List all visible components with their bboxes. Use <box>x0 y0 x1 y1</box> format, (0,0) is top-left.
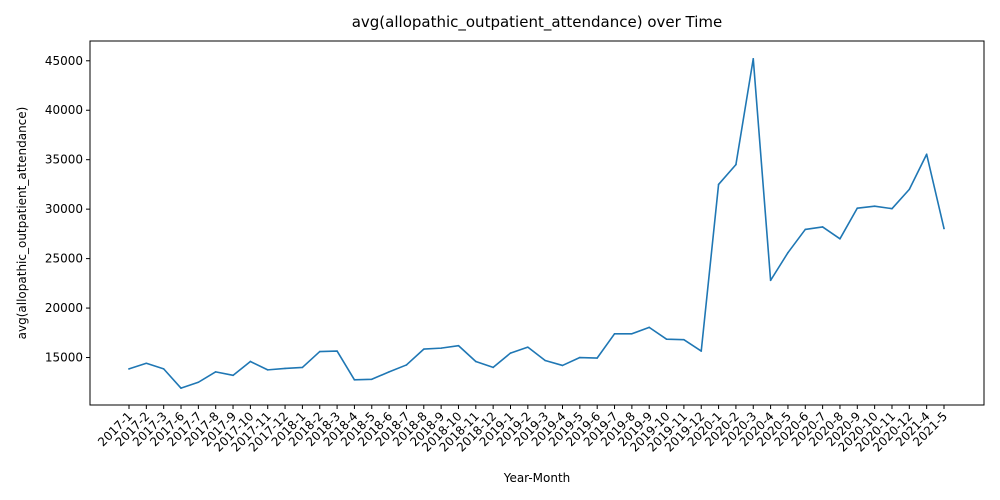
data-point <box>527 346 529 348</box>
data-point <box>422 348 425 350</box>
data-point <box>301 366 304 369</box>
data-point <box>925 153 928 156</box>
data-point <box>665 338 668 341</box>
data-point <box>561 364 564 367</box>
data-point <box>336 350 338 352</box>
data-point <box>197 381 200 384</box>
chart-title: avg(allopathic_outpatient_attendance) ov… <box>352 13 723 32</box>
data-point <box>700 350 703 352</box>
data-point <box>214 371 217 373</box>
data-point <box>509 352 512 354</box>
x-axis-label: Year-Month <box>503 471 571 485</box>
data-point <box>579 356 581 359</box>
data-point <box>683 338 685 341</box>
data-point <box>318 350 321 353</box>
data-point <box>804 228 807 231</box>
data-point <box>943 227 945 230</box>
y-tick-label: 35000 <box>45 153 83 167</box>
data-point <box>717 183 720 186</box>
y-tick-label: 40000 <box>45 103 83 117</box>
data-point <box>232 374 234 377</box>
y-tick-label: 20000 <box>45 301 83 315</box>
data-point <box>370 378 373 381</box>
data-point <box>613 332 616 335</box>
data-point <box>284 367 286 370</box>
data-point <box>162 368 165 370</box>
data-point <box>839 238 841 240</box>
data-point <box>648 326 651 329</box>
data-point <box>440 347 442 349</box>
series-line <box>128 58 945 389</box>
data-point <box>475 360 477 363</box>
data-point <box>457 344 460 347</box>
data-point <box>735 163 737 166</box>
data-point <box>873 205 876 207</box>
data-point <box>631 332 633 335</box>
data-point <box>128 368 130 370</box>
y-axis-ticks: 15000 20000 25000 30000 35000 40000 45000 <box>45 54 90 365</box>
data-point <box>856 207 859 209</box>
y-tick-label: 15000 <box>45 351 83 365</box>
data-point <box>180 387 182 389</box>
data-point <box>596 357 598 359</box>
y-axis-label: avg(allopathic_outpatient_attendance) <box>15 107 29 340</box>
data-point <box>249 360 252 363</box>
plot-frame <box>89 40 985 406</box>
y-tick-label: 45000 <box>45 54 83 68</box>
data-point <box>544 359 546 362</box>
y-tick-label: 30000 <box>45 202 83 216</box>
data-point <box>752 58 755 60</box>
data-point <box>821 226 824 228</box>
data-point <box>145 362 148 365</box>
data-point <box>769 279 772 282</box>
data-point <box>353 378 356 381</box>
data-point <box>266 369 269 371</box>
data-point <box>908 188 911 191</box>
data-point <box>492 366 494 369</box>
y-tick-label: 25000 <box>45 252 83 266</box>
data-point <box>405 364 408 366</box>
data-point <box>787 251 789 254</box>
data-point <box>388 371 390 373</box>
data-point <box>891 207 893 210</box>
series-points <box>128 58 945 389</box>
